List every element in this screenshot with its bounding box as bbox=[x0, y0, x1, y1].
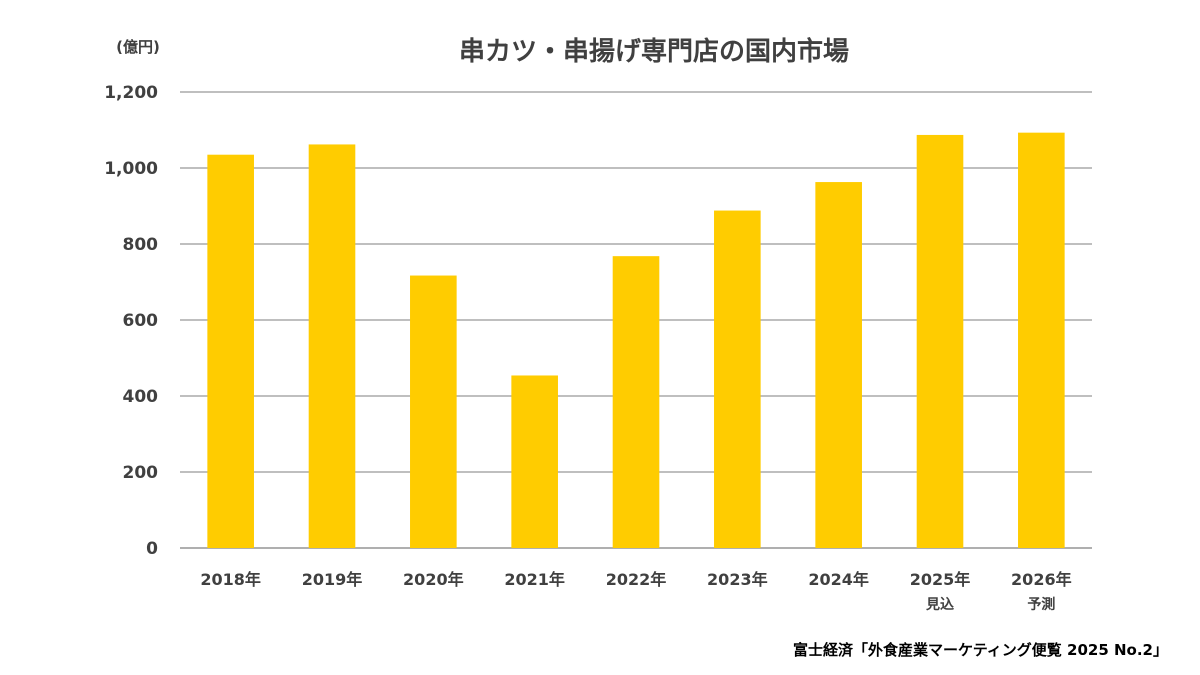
bar bbox=[815, 182, 862, 548]
bars bbox=[207, 132, 1065, 548]
y-axis-unit-label: (億円) bbox=[116, 38, 160, 56]
bar bbox=[612, 256, 660, 548]
y-tick-label: 1,200 bbox=[104, 83, 158, 103]
bar bbox=[308, 144, 356, 548]
bar bbox=[916, 134, 964, 548]
x-tick-label: 2022年 bbox=[606, 570, 667, 589]
bar bbox=[207, 154, 254, 548]
y-tick-label: 1,000 bbox=[104, 159, 158, 179]
x-tick-label: 2020年 bbox=[403, 570, 464, 589]
bar bbox=[714, 210, 761, 548]
bar bbox=[410, 275, 457, 548]
x-tick-label: 2025年 bbox=[910, 570, 971, 589]
y-tick-label: 0 bbox=[146, 539, 158, 559]
y-tick-label: 600 bbox=[123, 311, 159, 331]
x-tick-label: 2018年 bbox=[200, 570, 261, 589]
x-tick-label: 2021年 bbox=[504, 570, 565, 589]
x-category-labels: 2018年 2019年 2020年 2021年 2022年 2023年 2024年 2025年… bbox=[200, 570, 1071, 613]
x-tick-label: 2023年 bbox=[707, 570, 768, 589]
x-tick-sublabel: 見込 bbox=[925, 596, 954, 613]
y-tick-label: 800 bbox=[123, 235, 159, 255]
x-tick-sublabel: 予測 bbox=[1027, 596, 1055, 613]
bar bbox=[1018, 132, 1065, 548]
x-tick-label: 2026年 bbox=[1011, 570, 1072, 589]
y-tick-label: 200 bbox=[123, 463, 159, 483]
x-tick-label: 2024年 bbox=[808, 570, 869, 589]
bar bbox=[511, 375, 558, 548]
y-tick-labels: 0 200 400 600 800 1,000 1,200 bbox=[104, 83, 158, 559]
x-tick-label: 2019年 bbox=[302, 570, 363, 589]
chart-title: 串カツ・串揚げ専門店の国内市場 bbox=[459, 36, 849, 67]
source-credit: 富士経済「外食産業マーケティング便覧 2025 No.2」 bbox=[793, 641, 1168, 659]
y-tick-label: 400 bbox=[123, 387, 159, 407]
